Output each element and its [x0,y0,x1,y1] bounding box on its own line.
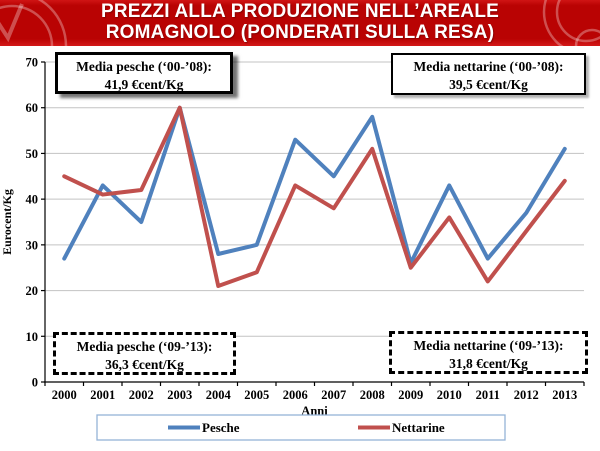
slide-title-line1: PREZZI ALLA PRODUZIONE NELL’AREALE [100,1,500,22]
x-tick-label: 2012 [514,388,539,402]
media-nettarine-09-13-box: Media nettarine (‘09-’13): 31,8 €cent/Kg [389,331,588,374]
legend-label-nettarine: Nettarine [392,420,445,435]
y-tick-label: 50 [26,147,39,161]
legend-label-pesche: Pesche [202,420,240,435]
y-tick-label: 0 [32,376,38,390]
y-tick-label: 30 [26,238,39,252]
x-tick-label: 2008 [360,388,385,402]
y-tick-label: 40 [26,193,39,207]
y-tick-label: 20 [26,284,39,298]
x-tick-label: 2005 [244,388,269,402]
media-nettarine-09-13-label: Media nettarine (‘09-’13): [413,338,564,353]
x-tick-label: 2004 [206,388,232,402]
legend-box [96,414,506,441]
y-axis-title: Eurocent/Kg [0,189,14,255]
media-nettarine-00-08-box: Media nettarine (‘00-’08): 39,5 €cent/Kg [391,53,586,95]
media-pesche-00-08-label: Media pesche (‘00-’08): [76,59,212,74]
media-pesche-09-13-value: 36,3 €cent/Kg [105,357,184,372]
media-pesche-00-08-box: Media pesche (‘00-’08): 41,9 €cent/Kg [55,52,233,94]
x-tick-label: 2003 [167,388,192,402]
series-line-nettarine [62,105,567,288]
slide-title: PREZZI ALLA PRODUZIONE NELL’AREALE ROMAG… [0,0,600,43]
slide-header-banner: PREZZI ALLA PRODUZIONE NELL’AREALE ROMAG… [0,0,600,46]
x-tick-label: 2000 [52,388,77,402]
price-line-chart: 0 10 20 30 40 50 60 70 2000 2001 2002 2003 2004 2005 2… [0,46,600,446]
university-seal-watermark [0,0,600,46]
media-nettarine-00-08-label: Media nettarine (‘00-’08): [413,59,564,74]
x-tick-label: 2001 [90,388,115,402]
line-chart-canvas: 0 10 20 30 40 50 60 70 2000 2001 2002 2003 2004 2005 2… [0,56,585,441]
x-tick-label: 2002 [129,388,154,402]
media-pesche-00-08-value: 41,9 €cent/Kg [104,77,184,92]
x-tick-label: 2010 [437,388,462,402]
seal-watermark-right [542,0,600,46]
y-tick-label: 70 [26,56,39,70]
seal-watermark-left [0,0,68,46]
y-tick-label: 60 [26,101,39,115]
y-tick-label: 10 [26,330,39,344]
series-line-pesche [62,105,567,266]
media-nettarine-09-13-value: 31,8 €cent/Kg [449,356,528,371]
x-tick-label: 2013 [552,388,577,402]
media-pesche-09-13-label: Media pesche (‘09-’13): [76,339,213,354]
x-tick-label: 2011 [476,388,500,402]
x-tick-label: 2007 [321,388,346,402]
media-pesche-09-13-box: Media pesche (‘09-’13): 36,3 €cent/Kg [53,332,236,375]
slide-title-line2: ROMAGNOLO (PONDERATI SULLA RESA) [105,22,495,43]
media-nettarine-00-08-value: 39,5 €cent/Kg [449,77,528,92]
x-tick-label: 2006 [283,388,308,402]
x-tick-label: 2009 [398,388,423,402]
